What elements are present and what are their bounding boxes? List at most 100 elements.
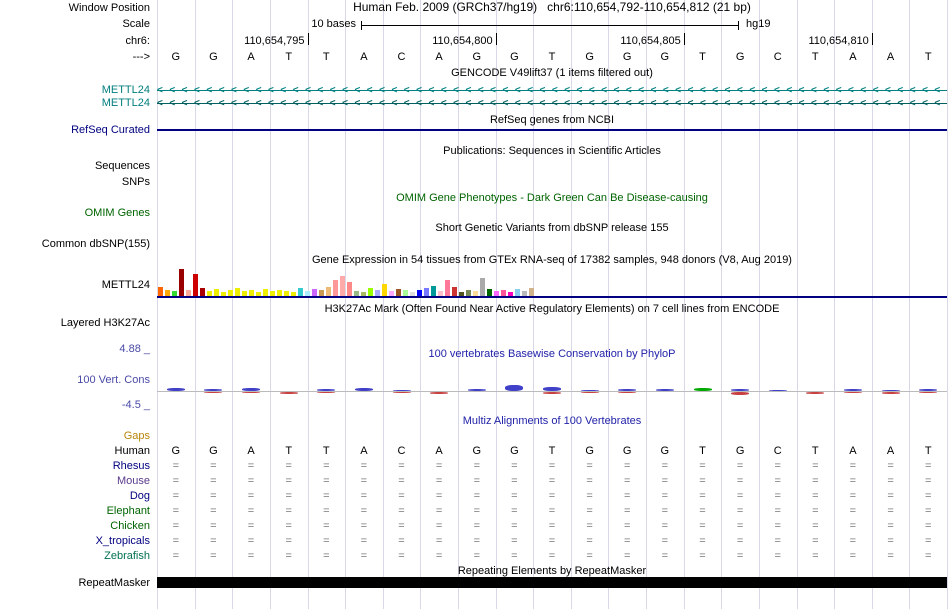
- multiz-track-title[interactable]: Multiz Alignments of 100 Vertebrates: [462, 415, 642, 427]
- gtex-bar[interactable]: [291, 292, 296, 296]
- gtex-bar[interactable]: [263, 289, 268, 296]
- gtex-bar[interactable]: [480, 278, 485, 296]
- common-dbsnp-label[interactable]: Common dbSNP(155): [41, 238, 150, 250]
- gencode-transcript-arrows[interactable]: <<<<<<<<<<<<<<<<<<<<<<<<<<<<<<<<<<<<<<<<…: [157, 85, 947, 96]
- omim-track-title[interactable]: OMIM Gene Phenotypes - Dark Green Can Be…: [396, 192, 708, 204]
- multiz-species-label[interactable]: Elephant: [106, 505, 150, 517]
- h3k27ac-track-title[interactable]: H3K27Ac Mark (Often Found Near Active Re…: [324, 303, 780, 315]
- gtex-bar[interactable]: [487, 289, 492, 296]
- h3k27ac-label[interactable]: Layered H3K27Ac: [60, 317, 150, 329]
- phylop-track-label[interactable]: 100 Vert. Cons: [77, 374, 150, 386]
- refseq-track-title[interactable]: RefSeq genes from NCBI: [489, 114, 615, 126]
- multiz-species-label[interactable]: Human: [114, 445, 150, 457]
- gtex-bar[interactable]: [186, 290, 191, 296]
- multiz-species-label[interactable]: Zebrafish: [104, 550, 150, 562]
- gtex-track-title[interactable]: Gene Expression in 54 tissues from GTEx …: [312, 254, 792, 266]
- gencode-gene-label-2[interactable]: METTL24: [101, 97, 150, 109]
- gtex-bar[interactable]: [340, 276, 345, 296]
- gtex-bar[interactable]: [494, 291, 499, 296]
- snps-label[interactable]: SNPs: [121, 176, 150, 188]
- gtex-bar[interactable]: [298, 288, 303, 296]
- multiz-align-mark: =: [511, 505, 518, 517]
- gencode-transcript-line[interactable]: [157, 90, 947, 91]
- gtex-bar[interactable]: [452, 287, 457, 296]
- gridline: [533, 0, 535, 609]
- gtex-bar[interactable]: [515, 289, 520, 296]
- gtex-bar[interactable]: [256, 292, 261, 296]
- gtex-bar[interactable]: [270, 291, 275, 296]
- gtex-bar[interactable]: [389, 291, 394, 296]
- gtex-bar[interactable]: [207, 291, 212, 296]
- multiz-align-mark: =: [323, 490, 330, 502]
- gtex-bar[interactable]: [361, 292, 366, 296]
- coordinate-label: 110,654,810: [808, 35, 869, 47]
- gtex-bar[interactable]: [326, 287, 331, 296]
- multiz-species-label[interactable]: Dog: [129, 490, 150, 502]
- multiz-base-letter: A: [247, 445, 255, 457]
- gtex-bar[interactable]: [354, 291, 359, 296]
- gtex-bar[interactable]: [410, 292, 415, 296]
- gtex-bar[interactable]: [228, 290, 233, 296]
- multiz-species-label[interactable]: Rhesus: [112, 460, 150, 472]
- repeatmasker-label[interactable]: RepeatMasker: [78, 577, 150, 589]
- gtex-bar[interactable]: [333, 280, 338, 296]
- gtex-bar[interactable]: [193, 274, 198, 296]
- repeatmasker-item[interactable]: [157, 577, 947, 588]
- gtex-bar[interactable]: [466, 290, 471, 296]
- gtex-bar[interactable]: [375, 290, 380, 296]
- multiz-align-mark: =: [473, 505, 481, 517]
- repeatmasker-track-title[interactable]: Repeating Elements by RepeatMasker: [457, 565, 647, 577]
- refseq-curated-label[interactable]: RefSeq Curated: [71, 124, 150, 136]
- gtex-bar[interactable]: [165, 290, 170, 296]
- gtex-bar[interactable]: [438, 291, 443, 296]
- gtex-bar[interactable]: [221, 292, 226, 296]
- publications-track-title[interactable]: Publications: Sequences in Scientific Ar…: [443, 145, 661, 157]
- phylop-mark-up: [543, 387, 561, 391]
- gtex-bar[interactable]: [445, 280, 450, 296]
- gtex-bar[interactable]: [214, 289, 219, 296]
- gencode-track-title[interactable]: GENCODE V49lift37 (1 items filtered out): [451, 67, 653, 79]
- gtex-bar[interactable]: [319, 290, 324, 296]
- multiz-align-mark: =: [548, 505, 556, 517]
- gtex-bar[interactable]: [522, 291, 527, 296]
- multiz-align-mark: =: [511, 460, 518, 472]
- gtex-bar[interactable]: [200, 288, 205, 296]
- omim-genes-label[interactable]: OMIM Genes: [84, 207, 150, 219]
- gencode-transcript-line[interactable]: [157, 103, 947, 104]
- gtex-bar[interactable]: [529, 288, 534, 296]
- gencode-gene-label-1[interactable]: METTL24: [101, 84, 150, 96]
- gtex-bar[interactable]: [172, 291, 177, 296]
- gtex-bar[interactable]: [284, 291, 289, 296]
- refseq-curated-item[interactable]: [157, 129, 947, 131]
- multiz-species-label[interactable]: X_tropicals: [95, 535, 150, 547]
- sequences-label[interactable]: Sequences: [94, 160, 150, 172]
- dbsnp-track-title[interactable]: Short Genetic Variants from dbSNP releas…: [435, 222, 669, 234]
- gtex-bar[interactable]: [403, 290, 408, 296]
- gtex-bar[interactable]: [158, 287, 163, 296]
- multiz-align-mark: =: [210, 460, 217, 472]
- gtex-bar[interactable]: [459, 292, 464, 296]
- multiz-species-label[interactable]: Chicken: [110, 520, 150, 532]
- multiz-gaps-label[interactable]: Gaps: [123, 430, 150, 442]
- gencode-transcript-arrows[interactable]: <<<<<<<<<<<<<<<<<<<<<<<<<<<<<<<<<<<<<<<<…: [157, 98, 947, 109]
- gtex-bar[interactable]: [368, 288, 373, 296]
- gtex-bar[interactable]: [179, 269, 184, 296]
- gtex-bar[interactable]: [312, 289, 317, 296]
- phylop-track-title[interactable]: 100 vertebrates Basewise Conservation by…: [428, 348, 676, 360]
- gtex-gene-label[interactable]: METTL24: [101, 279, 150, 291]
- gtex-bar[interactable]: [277, 290, 282, 296]
- gtex-bar[interactable]: [305, 291, 310, 296]
- gtex-bar[interactable]: [242, 291, 247, 296]
- gtex-bar[interactable]: [473, 291, 478, 296]
- multiz-species-label[interactable]: Mouse: [116, 475, 150, 487]
- gtex-bar[interactable]: [347, 282, 352, 296]
- gtex-bar[interactable]: [249, 290, 254, 296]
- gtex-bar[interactable]: [396, 289, 401, 296]
- gtex-bar[interactable]: [508, 292, 513, 296]
- gtex-bar[interactable]: [431, 286, 436, 296]
- gtex-bar[interactable]: [235, 288, 240, 296]
- gtex-bar[interactable]: [382, 284, 387, 296]
- gtex-bar[interactable]: [424, 288, 429, 296]
- gtex-bar[interactable]: [501, 290, 506, 296]
- gtex-bar[interactable]: [417, 290, 422, 296]
